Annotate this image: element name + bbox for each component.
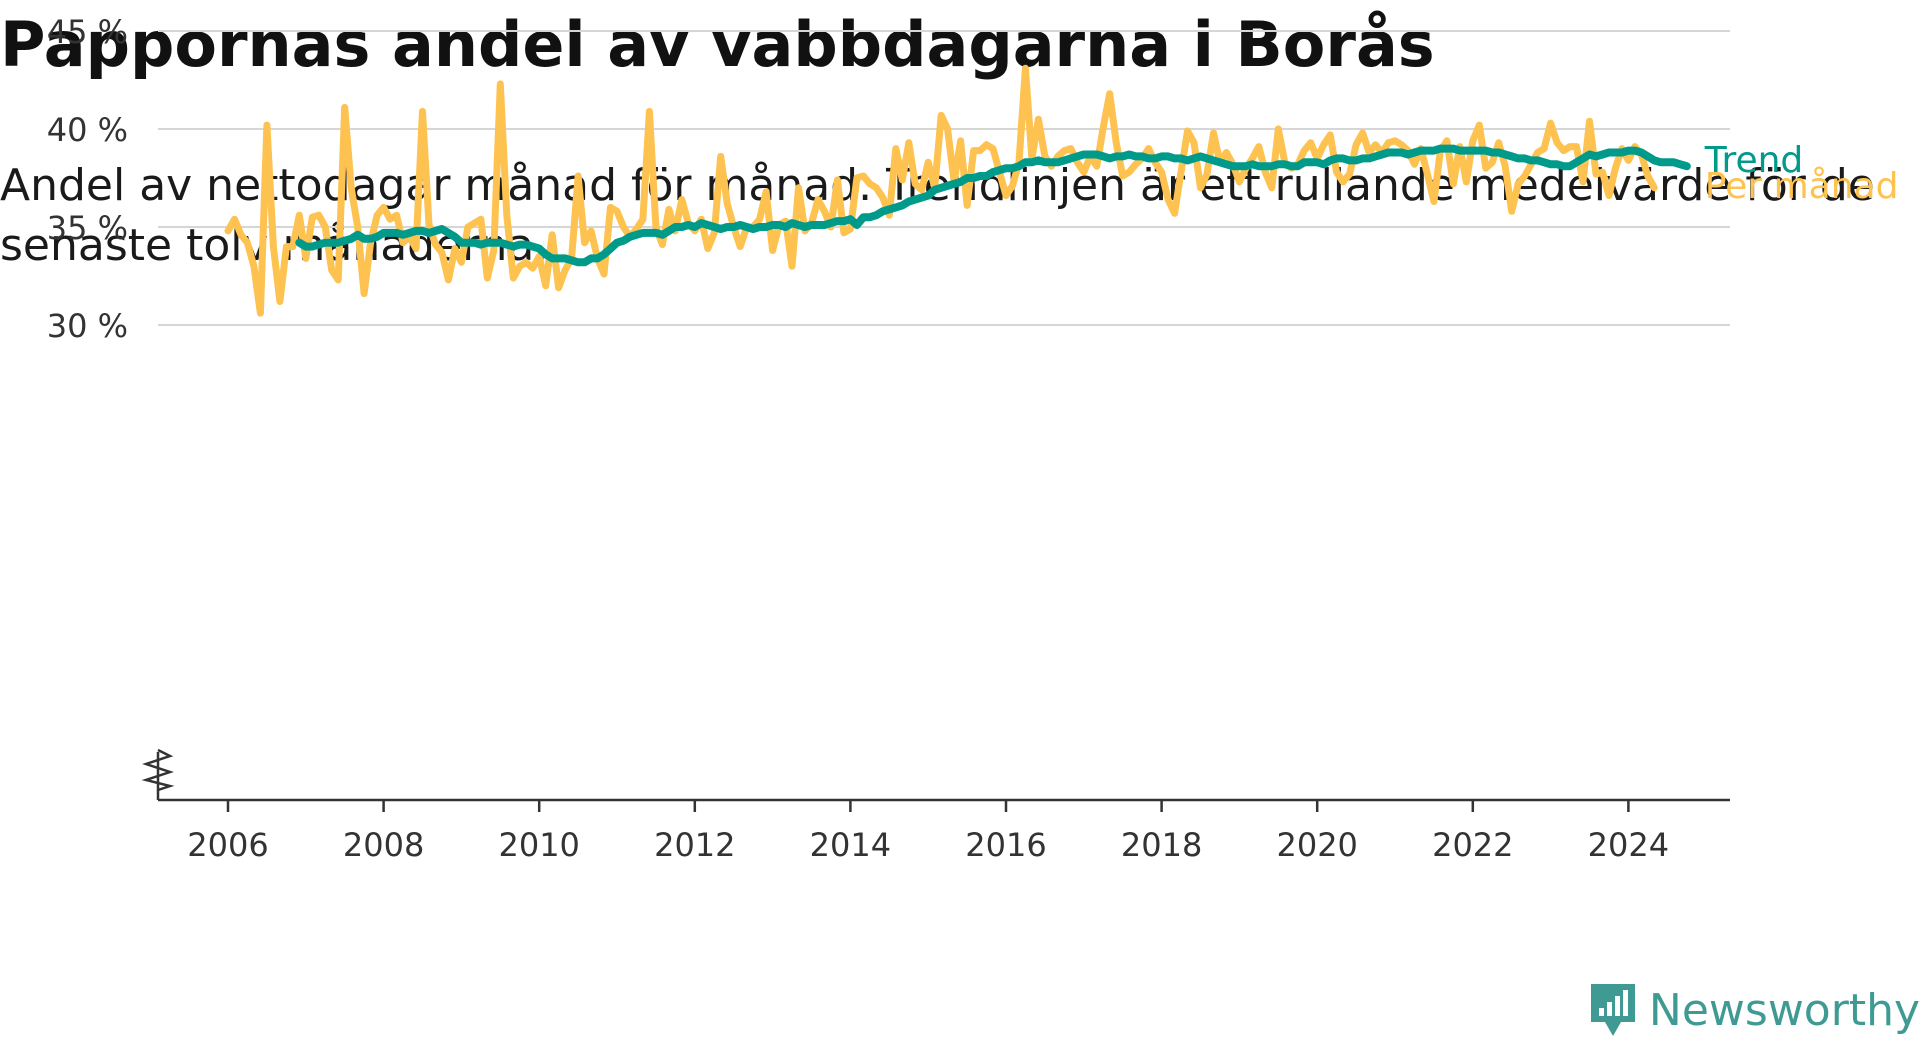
axes [141, 748, 1730, 802]
x-tick-label: 2022 [1432, 826, 1513, 864]
series-label-trend: Trend [1704, 140, 1804, 181]
x-tick-label: 2016 [965, 826, 1046, 864]
newsworthy-logo-icon [1590, 984, 1635, 1036]
y-tick-labels: 30 % 35 % 40 % 45 % [47, 13, 128, 345]
gridlines [158, 30, 1730, 326]
x-tick-label: 2014 [810, 826, 891, 864]
x-tick-label: 2006 [187, 826, 268, 864]
brand-logo: Newsworthy [1587, 980, 1920, 1040]
x-tick-label: 2020 [1276, 826, 1357, 864]
y-tick-label: 35 % [47, 209, 128, 247]
y-tick-label: 45 % [47, 13, 128, 51]
y-tick-label: 30 % [47, 307, 128, 345]
y-tick-label: 40 % [47, 111, 128, 149]
x-tick-label: 2008 [343, 826, 424, 864]
chart-title: Pappornas andel av vabbdagarna i Borås [0, 8, 1435, 81]
series-label-per-manad: Per månad [1705, 166, 1899, 207]
brand-name: Newsworthy [1648, 984, 1920, 1036]
x-tick-labels: 2006 2008 2010 2012 2014 2016 2018 2020 2022 2024 [187, 800, 1669, 864]
axis-break-icon [141, 748, 175, 792]
x-tick-label: 2012 [654, 826, 735, 864]
x-tick-label: 2024 [1588, 826, 1669, 864]
series-line-trend [295, 144, 1691, 267]
line-chart: 30 % 35 % 40 % 45 % 2006 2008 2010 2012 2014 201… [47, 13, 1899, 864]
x-tick-label: 2018 [1121, 826, 1202, 864]
x-tick-label: 2010 [498, 826, 579, 864]
